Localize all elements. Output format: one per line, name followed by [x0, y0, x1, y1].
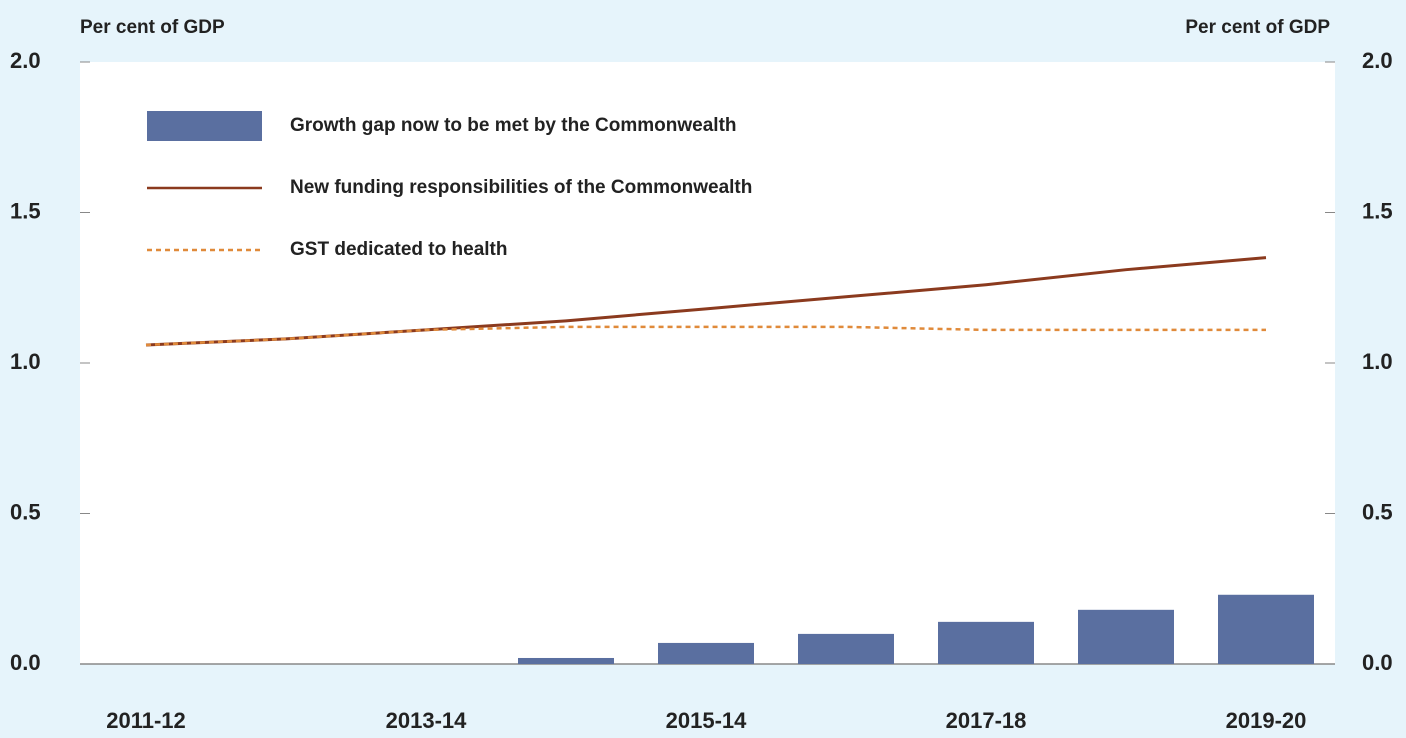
line	[145, 256, 1267, 347]
y-tick-label: 0.0	[10, 650, 41, 675]
legend-label: Growth gap now to be met by the Commonwe…	[290, 115, 737, 136]
x-tick-label: 2013-14	[386, 708, 468, 733]
legend-swatch	[147, 111, 262, 141]
y2-tick-label: 1.5	[1362, 198, 1393, 223]
y2-tick-label: 2.0	[1362, 48, 1393, 73]
y-axis-label: Per cent of GDP	[80, 17, 225, 38]
y-tick-label: 0.5	[10, 499, 41, 524]
plot-area	[80, 62, 1335, 664]
legend-label: New funding responsibilities of the Comm…	[290, 177, 752, 198]
y2-axis-label: Per cent of GDP	[1185, 17, 1330, 38]
y-tick-label: 1.5	[10, 198, 41, 223]
y2-tick-label: 0.0	[1362, 650, 1393, 675]
y-tick-label: 2.0	[10, 48, 41, 73]
x-tick-label: 2015-14	[666, 708, 748, 733]
bar	[518, 657, 614, 664]
x-tick-label: 2011-12	[106, 708, 186, 733]
x-tick-label: 2019-20	[1226, 708, 1307, 733]
bar	[658, 642, 754, 664]
legend-label: GST dedicated to health	[290, 239, 507, 260]
y2-tick-label: 0.5	[1362, 499, 1393, 524]
bar	[1218, 594, 1314, 664]
y2-tick-label: 1.0	[1362, 349, 1393, 374]
bar	[1078, 609, 1174, 664]
bar	[798, 633, 894, 664]
bar	[938, 621, 1034, 664]
x-tick-label: 2017-18	[946, 708, 1027, 733]
y-tick-label: 1.0	[10, 349, 41, 374]
line	[145, 325, 1266, 347]
